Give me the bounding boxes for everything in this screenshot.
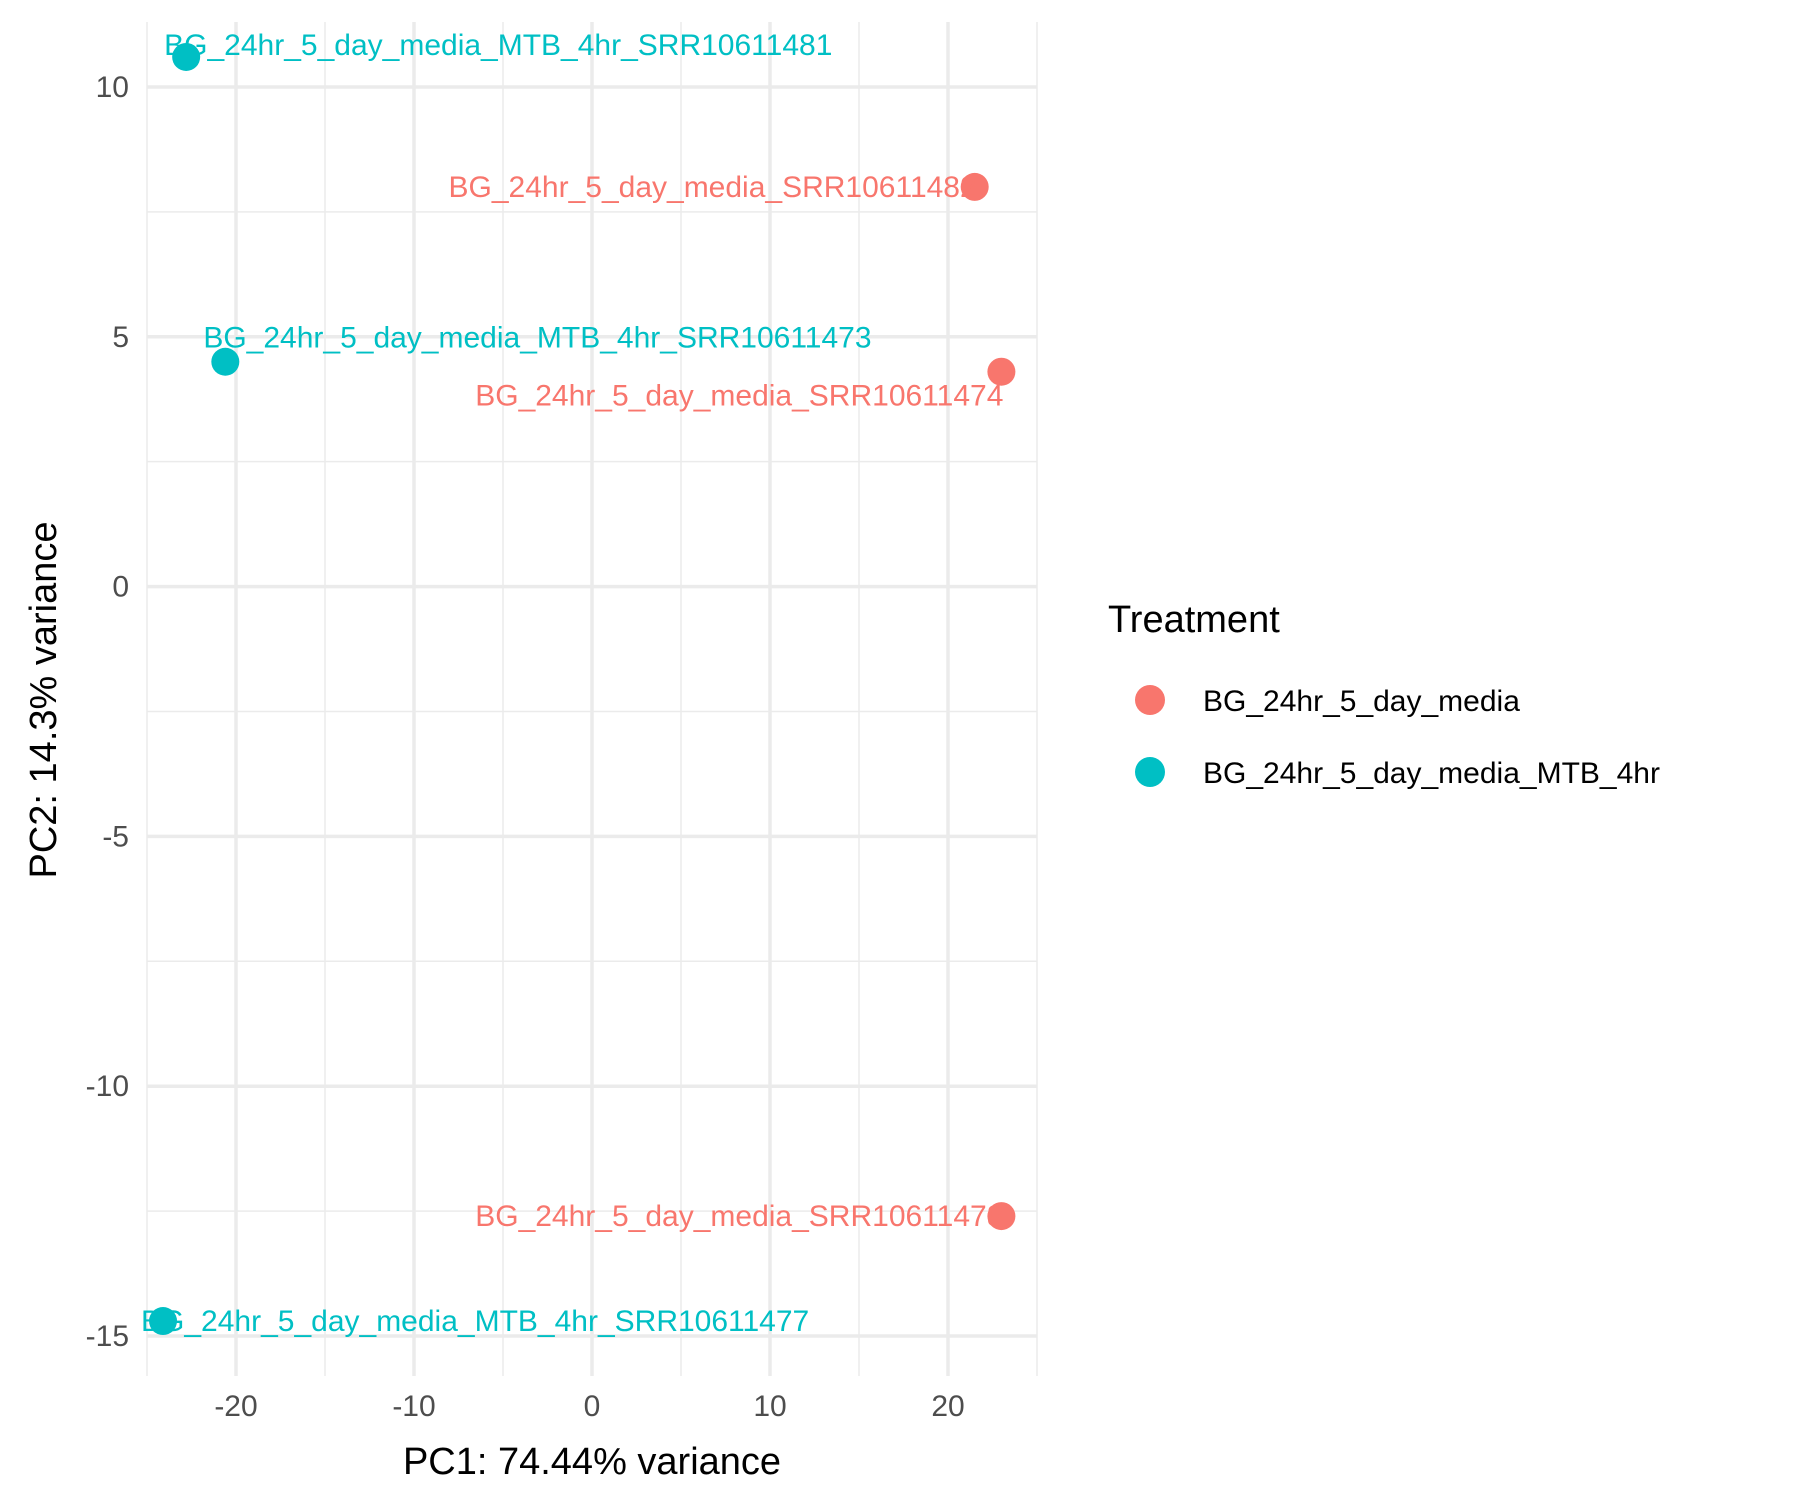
- point-label: BG_24hr_5_day_media_MTB_4hr_SRR10611473: [203, 322, 871, 355]
- point-label: BG_24hr_5_day_media_MTB_4hr_SRR10611477: [141, 1305, 809, 1338]
- y-tick-label: -15: [86, 1320, 129, 1353]
- tick-labels: -20 -10 0 10 20 -15 -10 -5 0 5 10: [86, 71, 965, 1423]
- y-tick-label: -5: [102, 820, 129, 853]
- legend-key: [1135, 757, 1165, 787]
- legend-entries: BG_24hr_5_day_media BG_24hr_5_day_media_M…: [1135, 685, 1660, 790]
- legend-label: BG_24hr_5_day_media: [1203, 685, 1520, 718]
- y-tick-label: -10: [86, 1070, 129, 1103]
- x-tick-label: 10: [753, 1390, 786, 1423]
- data-points: [149, 42, 1016, 1336]
- x-tick-label: -20: [214, 1390, 257, 1423]
- point-labels: BG_24hr_5_day_media_SRR10611482 BG_24hr_5…: [141, 29, 1003, 1338]
- y-tick-label: 5: [112, 321, 129, 354]
- point-label: BG_24hr_5_day_media_SRR10611474: [475, 380, 1003, 413]
- point-label: BG_24hr_5_day_media_SRR10611482: [449, 171, 977, 204]
- y-tick-label: 10: [96, 71, 129, 104]
- data-point: [172, 42, 201, 71]
- y-tick-label: 0: [112, 571, 129, 604]
- data-point: [149, 1307, 178, 1336]
- point-label: BG_24hr_5_day_media_MTB_4hr_SRR10611481: [164, 29, 832, 62]
- legend-label: BG_24hr_5_day_media_MTB_4hr: [1203, 757, 1660, 790]
- legend: Treatment BG_24hr_5_day_mediaBG_24hr_5_d…: [1108, 599, 1660, 790]
- point-label: BG_24hr_5_day_media_SRR10611478: [475, 1200, 1003, 1233]
- data-point: [960, 172, 989, 201]
- x-tick-label: 0: [584, 1390, 601, 1423]
- grid-layer: [146, 22, 1038, 1376]
- x-tick-label: -10: [392, 1390, 435, 1423]
- data-point: [987, 1202, 1016, 1231]
- legend-title: Treatment: [1108, 599, 1280, 641]
- x-axis-title: PC1: 74.44% variance: [403, 1441, 781, 1483]
- x-tick-label: 20: [931, 1390, 964, 1423]
- y-axis-title: PC2: 14.3% variance: [23, 522, 65, 879]
- data-point: [987, 357, 1016, 386]
- data-point: [211, 347, 240, 376]
- legend-key: [1135, 685, 1165, 715]
